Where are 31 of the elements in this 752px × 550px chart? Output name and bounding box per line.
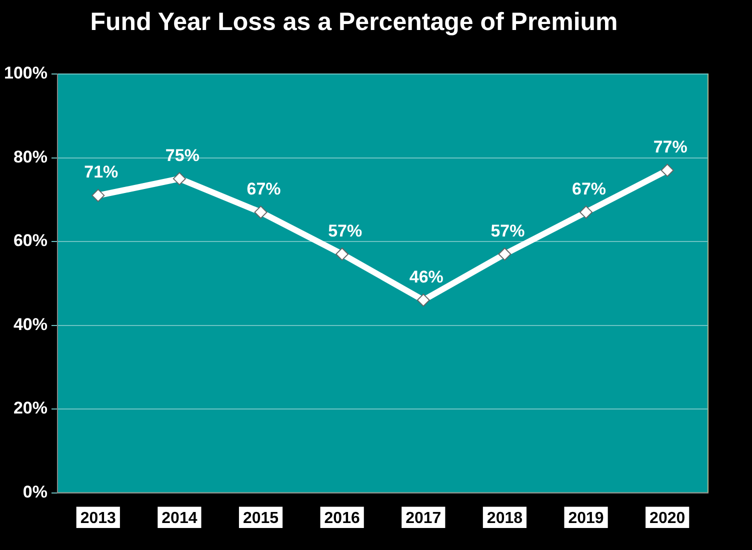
y-tick-label: 40% xyxy=(13,314,48,334)
point xyxy=(254,206,268,219)
point xyxy=(660,164,674,177)
x-tick-label: 2020 xyxy=(650,510,686,527)
y-tick-label: 0% xyxy=(22,482,48,502)
x-tick-label: 2017 xyxy=(406,510,442,527)
x-tick-label: 2015 xyxy=(242,510,279,527)
point xyxy=(92,188,105,202)
point xyxy=(172,172,186,186)
y-tick-label: 20% xyxy=(13,398,48,418)
point xyxy=(580,206,593,219)
y-tick-label: 100% xyxy=(4,64,48,83)
data-label: 46% xyxy=(409,267,444,286)
data-label: 77% xyxy=(653,138,688,157)
y-tick-label: 80% xyxy=(13,147,48,166)
point xyxy=(336,248,349,261)
x-tick-label: 2018 xyxy=(486,510,523,527)
point xyxy=(416,294,430,307)
x-tick-label: 2013 xyxy=(80,510,116,527)
data-label: 75% xyxy=(165,146,200,165)
x-tick-label: 2019 xyxy=(568,510,604,527)
data-label: 67% xyxy=(572,179,606,198)
x-tick-label: 2016 xyxy=(324,510,360,527)
data-label: 71% xyxy=(84,162,118,182)
y-tick-label: 60% xyxy=(13,231,48,250)
data-label: 57% xyxy=(328,221,362,240)
chart-title: Fund Year Loss as a Percentage of Premium xyxy=(90,8,618,36)
x-tick-label: 2014 xyxy=(162,510,198,527)
point xyxy=(498,248,512,261)
data-label: 57% xyxy=(490,221,525,240)
data-label: 67% xyxy=(246,179,281,198)
